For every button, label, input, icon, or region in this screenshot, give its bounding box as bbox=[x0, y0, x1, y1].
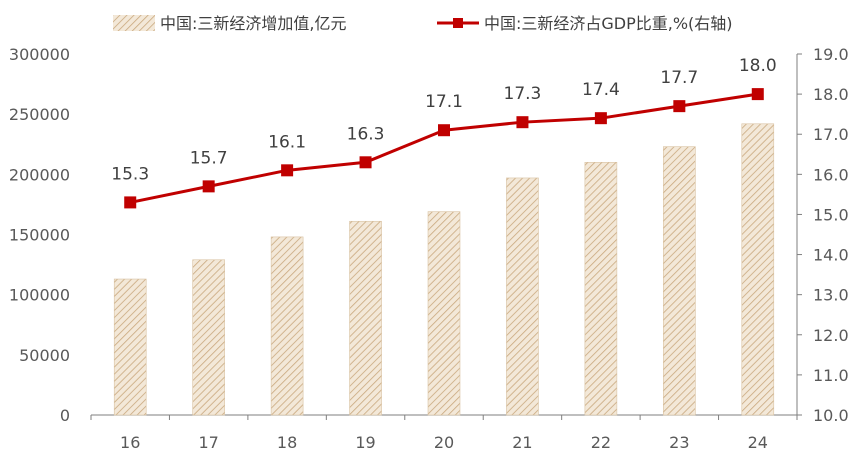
left-axis-tick-label: 200000 bbox=[9, 165, 70, 184]
left-axis-tick-label: 0 bbox=[60, 406, 70, 425]
bar bbox=[506, 177, 539, 416]
bar bbox=[427, 211, 461, 416]
x-axis-tick-label: 22 bbox=[591, 433, 611, 452]
data-label: 17.7 bbox=[660, 68, 698, 88]
line-point bbox=[751, 88, 764, 101]
bar bbox=[584, 162, 618, 416]
line-point bbox=[594, 112, 607, 125]
line-point bbox=[673, 100, 686, 113]
right-axis-tick-label: 12.0 bbox=[813, 326, 849, 345]
x-axis-tick-label: 21 bbox=[512, 433, 532, 452]
left-axis-tick-label: 300000 bbox=[9, 45, 70, 64]
legend-line-label: 中国:三新经济占GDP比重,%(右轴) bbox=[484, 14, 733, 33]
data-label: 15.3 bbox=[111, 164, 149, 184]
x-axis-tick-label: 19 bbox=[355, 433, 375, 452]
axes: 0 50000 100000 150000 200000 250000 300000 10.0… bbox=[9, 45, 849, 452]
x-axis-tick-label: 18 bbox=[277, 433, 297, 452]
line-series bbox=[124, 88, 764, 209]
left-axis-tick-label: 50000 bbox=[19, 346, 70, 365]
data-labels: 15.3 15.7 16.1 16.3 17.1 17.3 17.4 17.7 18.0 bbox=[111, 56, 776, 184]
left-axis-tick-label: 150000 bbox=[9, 226, 70, 245]
bar-series bbox=[113, 123, 775, 416]
legend-bar-swatch bbox=[113, 15, 155, 31]
legend: 中国:三新经济增加值,亿元 中国:三新经济占GDP比重,%(右轴) bbox=[113, 14, 733, 33]
bar bbox=[349, 220, 382, 416]
data-label: 17.4 bbox=[582, 80, 620, 100]
line-point bbox=[516, 116, 529, 129]
left-axis-tick-label: 100000 bbox=[9, 286, 70, 305]
bar bbox=[113, 278, 147, 416]
left-axis-tick-label: 250000 bbox=[9, 105, 70, 124]
right-axis-tick-label: 11.0 bbox=[813, 366, 849, 385]
data-label: 17.3 bbox=[504, 84, 542, 104]
right-axis-tick-label: 15.0 bbox=[813, 205, 849, 224]
line-point bbox=[281, 164, 294, 177]
right-axis-tick-label: 18.0 bbox=[813, 85, 849, 104]
right-axis-tick-label: 19.0 bbox=[813, 45, 849, 64]
x-axis-tick-label: 24 bbox=[748, 433, 768, 452]
x-axis-tick-label: 20 bbox=[434, 433, 454, 452]
bar bbox=[192, 259, 225, 416]
right-axis-tick-label: 14.0 bbox=[813, 246, 849, 265]
line-point bbox=[359, 156, 372, 169]
line-point bbox=[124, 196, 137, 209]
bar bbox=[270, 236, 304, 416]
data-label: 16.1 bbox=[268, 132, 306, 152]
x-axis-tick-label: 16 bbox=[120, 433, 140, 452]
data-label: 18.0 bbox=[739, 56, 777, 76]
legend-line-marker bbox=[453, 18, 463, 28]
line-point bbox=[438, 124, 450, 137]
legend-bar-label: 中国:三新经济增加值,亿元 bbox=[160, 14, 346, 33]
x-axis-tick-label: 17 bbox=[198, 433, 218, 452]
data-label: 15.7 bbox=[190, 148, 228, 168]
right-axis-tick-label: 13.0 bbox=[813, 286, 849, 305]
bar bbox=[663, 146, 696, 416]
right-axis-tick-label: 17.0 bbox=[813, 125, 849, 144]
right-axis-tick-label: 16.0 bbox=[813, 165, 849, 184]
right-axis-tick-label: 10.0 bbox=[813, 406, 849, 425]
bar bbox=[741, 123, 775, 416]
data-label: 16.3 bbox=[347, 124, 385, 144]
line-point bbox=[202, 180, 215, 193]
data-label: 17.1 bbox=[425, 92, 463, 112]
x-axis-tick-label: 23 bbox=[669, 433, 689, 452]
